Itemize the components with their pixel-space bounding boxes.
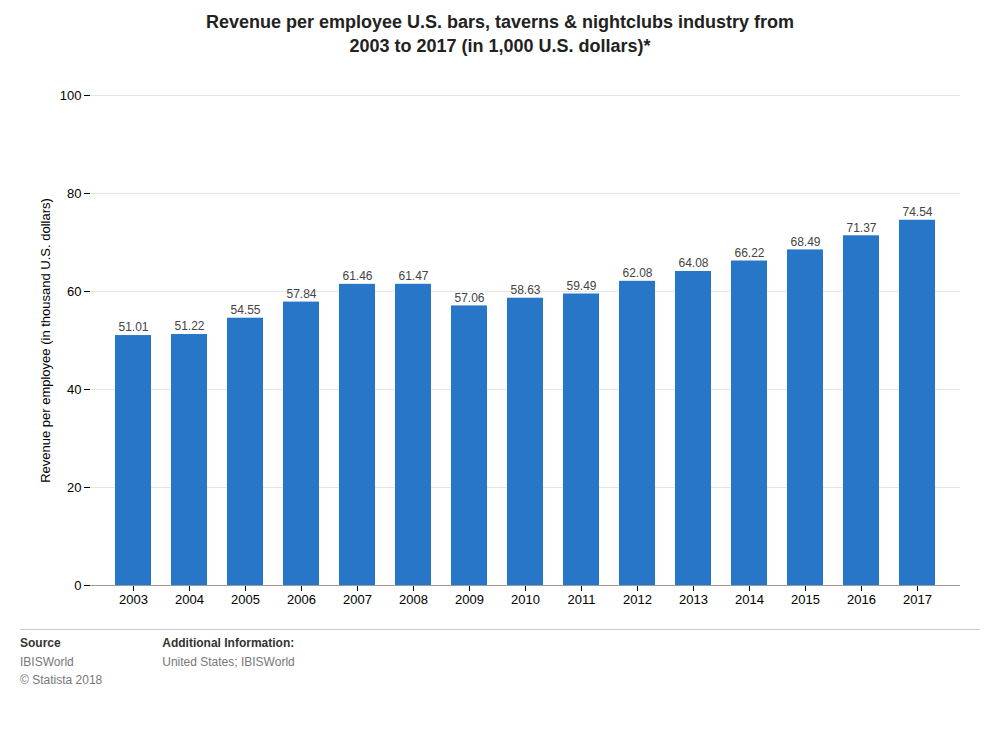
svg-text:2007: 2007 — [343, 591, 372, 606]
svg-text:2005: 2005 — [231, 591, 260, 606]
svg-text:59.49: 59.49 — [566, 278, 596, 292]
html-text:IBISWorld © Statista 2018: IBISWorld © Statista 2018 — [20, 654, 103, 687]
svg-text:74.54: 74.54 — [902, 205, 932, 219]
svg-text:58.63: 58.63 — [510, 283, 540, 297]
svg-text:2011: 2011 — [568, 591, 596, 606]
svg-text:61.46: 61.46 — [342, 269, 372, 283]
html-text:Source: Source — [20, 635, 61, 650]
svg-text:54.55: 54.55 — [230, 303, 260, 317]
svg-text:2006: 2006 — [287, 591, 316, 606]
svg-text:2003: 2003 — [119, 591, 148, 606]
svg-text:0: 0 — [74, 577, 81, 592]
svg-text:2013: 2013 — [679, 591, 708, 606]
svg-text:51.22: 51.22 — [174, 319, 204, 333]
svg-text:2015: 2015 — [791, 591, 820, 606]
svg-text:66.22: 66.22 — [734, 245, 764, 259]
html-text:Additional Information:: Additional Information: — [162, 635, 295, 650]
svg-text:64.08: 64.08 — [678, 256, 708, 270]
svg-text:2004: 2004 — [175, 591, 204, 606]
svg-text:2008: 2008 — [399, 591, 428, 606]
svg-text:71.37: 71.37 — [846, 220, 876, 234]
svg-text:20: 20 — [67, 479, 81, 494]
svg-text:2017: 2017 — [903, 591, 932, 606]
svg-text:40: 40 — [67, 381, 81, 396]
html-text:Revenue per employee U.S. bars: Revenue per employee U.S. bars, taverns … — [205, 12, 795, 57]
svg-text:Revenue per employee (in thous: Revenue per employee (in thousand U.S. d… — [38, 198, 53, 483]
svg-text:60: 60 — [67, 283, 81, 298]
svg-text:80: 80 — [67, 185, 81, 200]
svg-text:2012: 2012 — [623, 591, 652, 606]
svg-text:100: 100 — [60, 87, 82, 102]
svg-text:2009: 2009 — [455, 591, 484, 606]
html-text:United States; IBISWorld: United States; IBISWorld — [162, 654, 295, 669]
svg-text:57.84: 57.84 — [286, 287, 316, 301]
svg-text:62.08: 62.08 — [622, 266, 652, 280]
svg-text:2014: 2014 — [735, 591, 764, 606]
svg-text:61.47: 61.47 — [398, 269, 428, 283]
svg-text:2010: 2010 — [511, 591, 540, 606]
svg-text:2016: 2016 — [847, 591, 876, 606]
svg-text:57.06: 57.06 — [454, 290, 484, 304]
svg-text:51.01: 51.01 — [118, 320, 148, 334]
svg-text:68.49: 68.49 — [790, 234, 820, 248]
